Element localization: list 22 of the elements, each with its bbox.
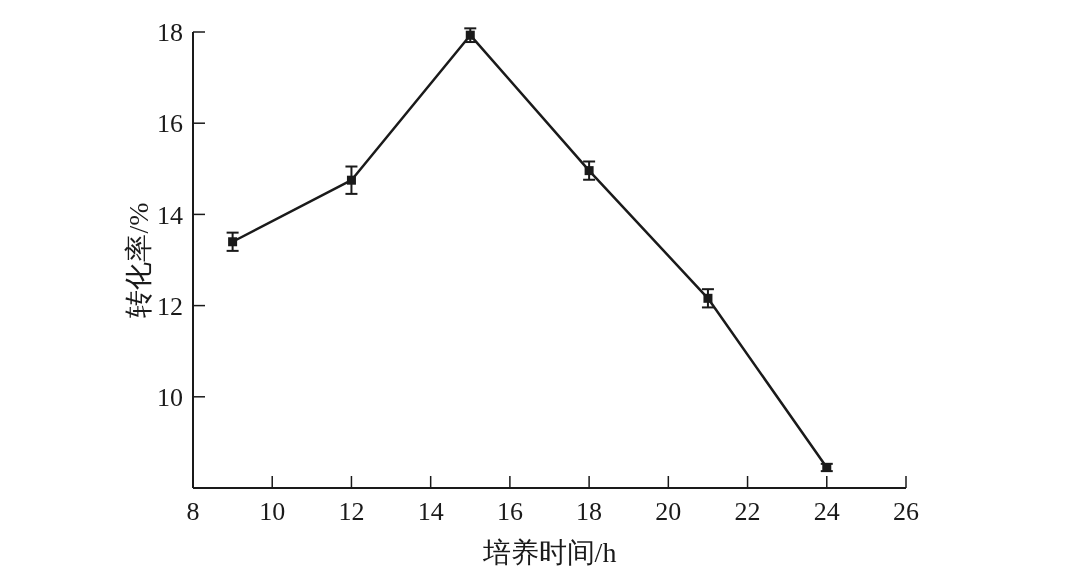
x-tick-label: 10 (259, 497, 286, 526)
x-tick-label: 22 (734, 497, 761, 526)
y-tick-label: 18 (157, 18, 183, 48)
y-axis-title: 转化率/% (123, 202, 154, 318)
x-tick-label: 18 (576, 497, 603, 526)
x-axis-title: 培养时间/h (481, 537, 617, 568)
x-tick-label: 20 (655, 497, 682, 526)
y-tick-label: 10 (157, 382, 183, 412)
point (346, 175, 356, 185)
x-tick-label: 8 (186, 497, 200, 526)
y-tick-label: 12 (157, 291, 183, 321)
point (228, 237, 238, 247)
x-tick-label: 12 (338, 497, 365, 526)
x-tick-label: 16 (496, 497, 523, 526)
point (465, 30, 475, 40)
y-tick-label: 16 (157, 109, 183, 139)
point (584, 166, 594, 176)
x-tick-label: 26 (893, 497, 919, 526)
x-tick-label: 24 (813, 497, 840, 526)
y-tick-label: 14 (157, 200, 183, 230)
point (703, 293, 713, 303)
x-tick-label: 14 (417, 497, 444, 526)
